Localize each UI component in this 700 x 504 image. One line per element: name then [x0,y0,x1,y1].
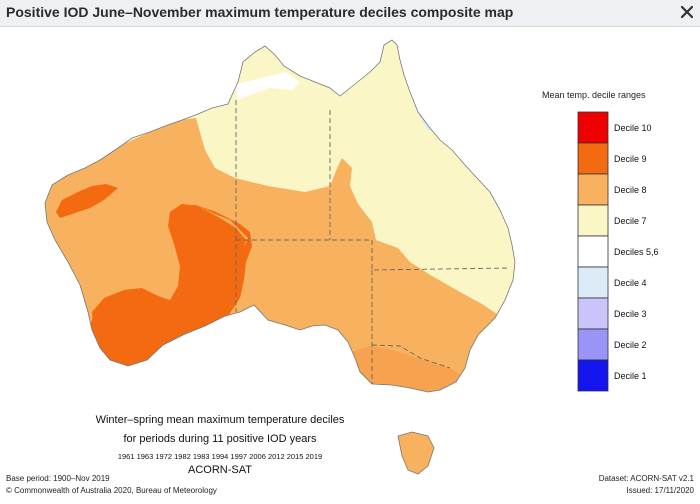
close-icon [680,5,694,19]
caption-line2: for periods during 11 positive IOD years [124,433,317,445]
legend-swatch-decile-3 [577,297,609,330]
legend: Mean temp. decile ranges Decile 10 Decile… [542,90,659,392]
legend-swatch-decile-2 [577,328,609,361]
page-title: Positive IOD June–November maximum tempe… [6,4,514,20]
caption-years: 1961 1963 1972 1982 1983 1994 1997 2006 … [118,452,322,461]
mainland-coastline [44,39,516,393]
legend-swatch-deciles-5-6 [577,235,609,268]
legend-swatch-decile-8 [577,173,609,206]
footer-dataset: Dataset: ACORN-SAT v2.1 [599,474,695,483]
legend-label-decile-3: Decile 3 [614,309,647,319]
legend-swatch-decile-4 [577,266,609,299]
legend-label-decile-7: Decile 7 [614,216,647,226]
legend-label-decile-10: Decile 10 [614,123,652,133]
decile-9-region-west [92,204,246,366]
legend-swatch-decile-9 [577,142,609,175]
legend-swatch-decile-7 [577,204,609,237]
border-nsw-vic [371,344,451,369]
footer-issued: Issued: 17/11/2020 [627,486,695,495]
legend-swatch-decile-10 [577,111,609,144]
legend-title: Mean temp. decile ranges [542,90,646,100]
decile-8-darker-region [352,346,462,392]
tasmania-coastline [397,431,435,475]
legend-label-decile-2: Decile 2 [614,340,647,350]
legend-swatch-decile-1 [577,359,609,392]
decile-5-6-region-north [236,72,300,100]
footer-base-period: Base period: 1900–Nov 2019 [6,474,110,483]
tasmania-region [398,432,434,474]
legend-label-decile-8: Decile 8 [614,185,647,195]
title-bar: Positive IOD June–November maximum tempe… [0,0,700,27]
legend-label-decile-1: Decile 1 [614,371,647,381]
legend-label-decile-4: Decile 4 [614,278,647,288]
footer-copyright: © Commonwealth of Australia 2020, Bureau… [6,486,217,495]
legend-label-decile-9: Decile 9 [614,154,647,164]
caption-line1: Winter–spring mean maximum temperature d… [96,414,345,426]
decile-9-region-northwest [56,184,118,218]
close-button[interactable] [678,3,696,21]
caption: Winter–spring mean maximum temperature d… [96,414,345,476]
state-borders [235,100,511,384]
map-figure: Mean temp. decile ranges Decile 10 Decile… [0,27,700,499]
caption-dataset-name: ACORN-SAT [188,464,252,476]
border-qld-sa [371,240,511,271]
legend-label-deciles-5-6: Deciles 5,6 [614,247,659,257]
